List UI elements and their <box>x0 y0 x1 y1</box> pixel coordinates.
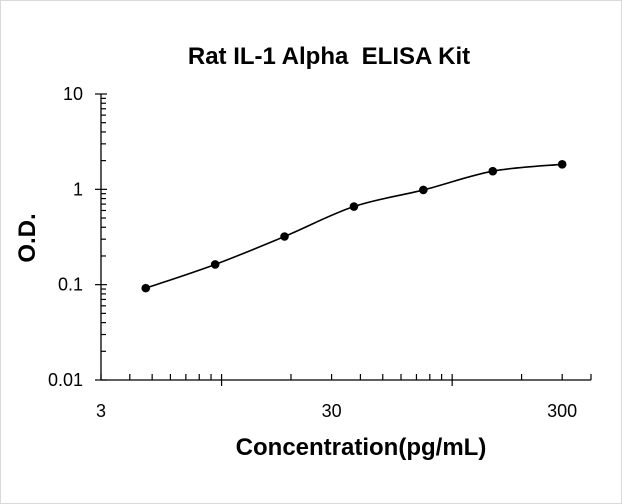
data-point <box>488 166 498 176</box>
x-axis-label: Concentration(pg/mL) <box>236 434 487 461</box>
tick-labels: 10 1 0.1 0.01 3 30 300 <box>48 84 577 421</box>
y-tick-label: 0.01 <box>48 370 83 390</box>
chart-title: Rat IL-1 Alpha ELISA Kit <box>188 43 470 70</box>
data-point <box>141 283 151 293</box>
y-tick-label: 1 <box>73 179 83 199</box>
fit-curve <box>145 163 563 289</box>
fit-curve-layer <box>145 163 563 289</box>
x-tick-label: 300 <box>547 401 577 421</box>
y-axis-label: O.D. <box>14 213 41 262</box>
ticks <box>95 93 592 386</box>
axes <box>100 94 591 381</box>
data-point <box>210 260 220 269</box>
y-tick-label: 0.1 <box>58 275 83 295</box>
x-tick-label: 3 <box>96 401 106 421</box>
data-point <box>280 232 289 241</box>
data-point <box>557 160 567 169</box>
data-point <box>349 202 359 211</box>
data-point <box>419 185 428 195</box>
x-tick-label: 30 <box>322 401 342 421</box>
y-tick-label: 10 <box>63 84 83 104</box>
points-layer <box>141 160 567 293</box>
